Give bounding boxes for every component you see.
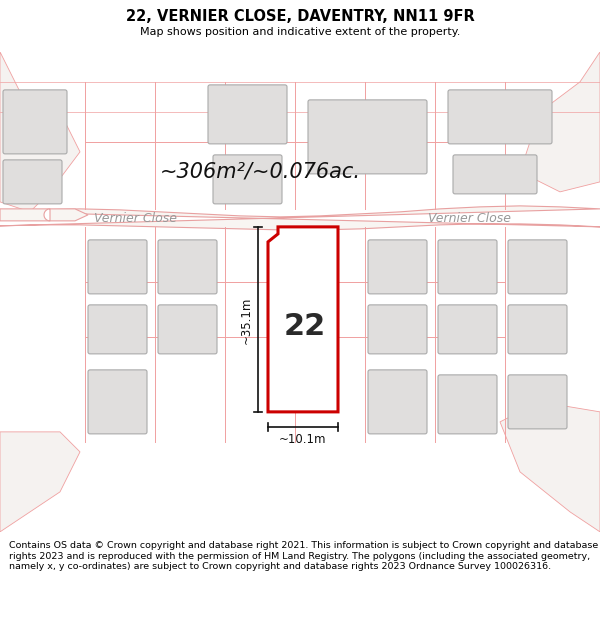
Text: ~10.1m: ~10.1m	[279, 433, 327, 446]
Polygon shape	[0, 52, 600, 532]
Text: ~306m²/~0.076ac.: ~306m²/~0.076ac.	[160, 162, 361, 182]
Text: Vernier Close: Vernier Close	[94, 213, 176, 226]
Polygon shape	[0, 206, 600, 230]
FancyBboxPatch shape	[368, 370, 427, 434]
Polygon shape	[0, 52, 80, 212]
FancyBboxPatch shape	[308, 100, 427, 174]
FancyBboxPatch shape	[158, 240, 217, 294]
FancyBboxPatch shape	[448, 90, 552, 144]
Polygon shape	[0, 209, 88, 221]
Text: Map shows position and indicative extent of the property.: Map shows position and indicative extent…	[140, 27, 460, 37]
FancyBboxPatch shape	[3, 160, 62, 204]
FancyBboxPatch shape	[213, 155, 282, 204]
Text: Contains OS data © Crown copyright and database right 2021. This information is : Contains OS data © Crown copyright and d…	[9, 541, 598, 571]
Text: 22, VERNIER CLOSE, DAVENTRY, NN11 9FR: 22, VERNIER CLOSE, DAVENTRY, NN11 9FR	[125, 9, 475, 24]
FancyBboxPatch shape	[158, 305, 217, 354]
Polygon shape	[44, 209, 50, 221]
Polygon shape	[268, 227, 338, 412]
FancyBboxPatch shape	[88, 370, 147, 434]
FancyBboxPatch shape	[368, 240, 427, 294]
FancyBboxPatch shape	[453, 155, 537, 194]
Text: Vernier Close: Vernier Close	[428, 213, 511, 226]
FancyBboxPatch shape	[508, 375, 567, 429]
FancyBboxPatch shape	[508, 305, 567, 354]
Text: ~35.1m: ~35.1m	[239, 296, 253, 344]
FancyBboxPatch shape	[368, 305, 427, 354]
FancyBboxPatch shape	[208, 85, 287, 144]
Polygon shape	[500, 402, 600, 532]
FancyBboxPatch shape	[438, 305, 497, 354]
FancyBboxPatch shape	[88, 240, 147, 294]
Text: 22: 22	[284, 312, 326, 341]
Polygon shape	[0, 432, 80, 532]
FancyBboxPatch shape	[3, 90, 67, 154]
FancyBboxPatch shape	[438, 375, 497, 434]
FancyBboxPatch shape	[508, 240, 567, 294]
FancyBboxPatch shape	[88, 305, 147, 354]
FancyBboxPatch shape	[438, 240, 497, 294]
Polygon shape	[520, 52, 600, 192]
